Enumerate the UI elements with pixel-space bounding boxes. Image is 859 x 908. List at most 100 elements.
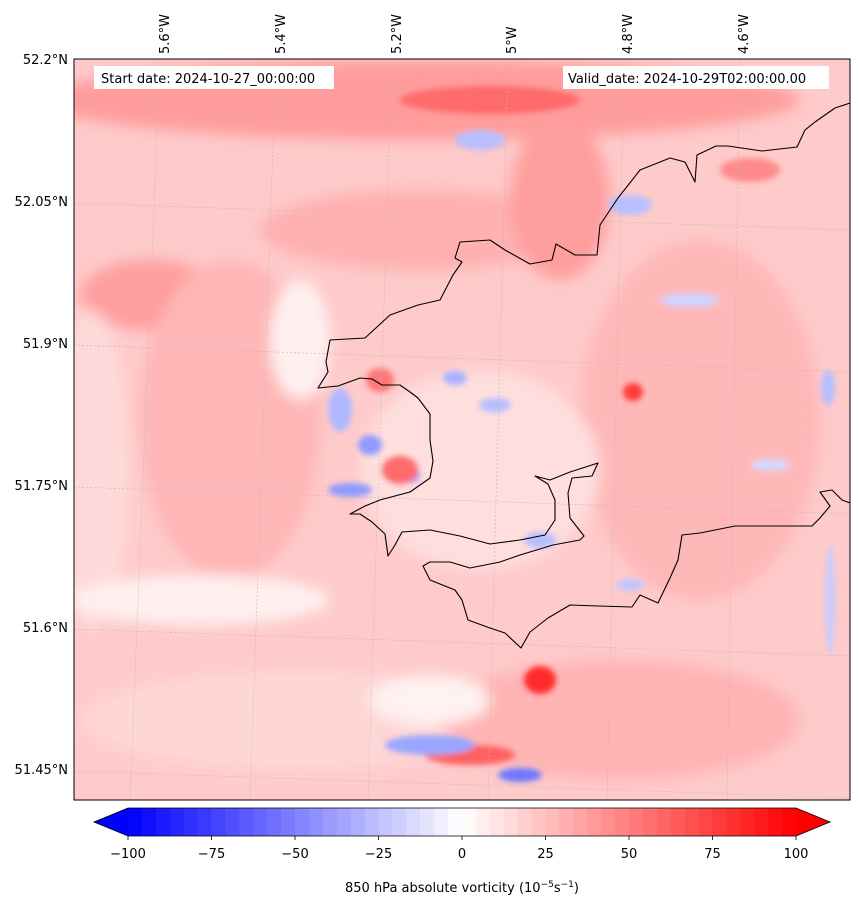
field-blob [328, 483, 372, 497]
colorbar-segment [336, 808, 352, 836]
field-blob [510, 120, 610, 280]
colorbar-segment [768, 808, 783, 836]
colorbar-segment [698, 808, 713, 836]
field-blob [608, 195, 652, 215]
colorbar-segment [726, 808, 741, 836]
colorbar-segment [545, 808, 560, 836]
field-blob [270, 280, 330, 400]
field-blob [370, 675, 490, 725]
field-blob [74, 310, 130, 630]
colorbar-segment [601, 808, 616, 836]
colorbar-segment [169, 808, 185, 836]
lat-tick-label: 51.6°N [23, 621, 68, 636]
vorticity-field: Start date: 2024-10-27_00:00:00 Valid_da… [74, 59, 850, 800]
colorbar-segment [253, 808, 268, 836]
lat-tick-label: 51.9°N [23, 337, 68, 352]
field-blob [260, 190, 580, 270]
colorbar-segment [740, 808, 755, 836]
colorbar-segment [642, 808, 658, 836]
colorbar-label-end: ) [574, 881, 579, 896]
colorbar-ticks: −100 −75 −50 −25 0 25 50 75 100 [110, 836, 808, 862]
field-blob [660, 293, 720, 307]
lon-tick-label: 5°W [505, 26, 520, 54]
lon-tick-label: 5.6°W [158, 14, 173, 54]
colorbar: −100 −75 −50 −25 0 25 50 75 100 850 hPa absolute… [92, 807, 832, 896]
colorbar-segment [531, 808, 546, 836]
colorbar-segment [587, 808, 602, 836]
field-blob [616, 579, 644, 591]
coastline [317, 102, 850, 649]
start-date-label: Start date: 2024-10-27_00:00:00 [101, 72, 315, 87]
valid-date-box [563, 66, 829, 89]
colorbar-segment [128, 808, 143, 836]
start-date-box [94, 66, 334, 89]
colorbar-segments [128, 808, 797, 836]
colorbar-tick-label: −100 [110, 847, 146, 862]
colorbar-segment [364, 808, 379, 836]
colorbar-segment [448, 808, 463, 836]
colorbar-segment [322, 808, 338, 836]
field-blob [366, 368, 394, 392]
field-blob [385, 735, 475, 755]
colorbar-segment [573, 808, 588, 836]
colorbar-segment [197, 808, 212, 836]
field-blob [328, 388, 352, 432]
field-blob [825, 545, 835, 655]
colorbar-segment [517, 808, 532, 836]
field-blob [479, 398, 511, 412]
colorbar-segment [281, 808, 296, 836]
colorbar-label-main: 850 hPa absolute vorticity (10 [345, 881, 541, 896]
colorbar-segment [225, 808, 240, 836]
map-frame [73, 58, 851, 801]
valid-date-label: Valid_date: 2024-10-29T02:00:00.00 [568, 72, 806, 87]
colorbar-segment [684, 808, 699, 836]
colorbar-segment [489, 808, 505, 836]
lat-tick-label: 52.2°N [23, 53, 68, 68]
colorbar-tick-label: 0 [458, 847, 466, 862]
colorbar-max-extend [796, 808, 830, 836]
colorbar-label: 850 hPa absolute vorticity (10−5s−1) [345, 880, 579, 896]
colorbar-segment [239, 808, 254, 836]
colorbar-segment [559, 808, 574, 836]
colorbar-segment [183, 808, 198, 836]
colorbar-tick-label: 50 [621, 847, 638, 862]
colorbar-segment [754, 808, 769, 836]
colorbar-tick-label: −50 [281, 847, 308, 862]
colorbar-segment [350, 808, 365, 836]
colorbar-label-mid: s [554, 881, 561, 896]
colorbar-segment [712, 808, 727, 836]
colorbar-segment [670, 808, 686, 836]
field-blob [524, 666, 556, 694]
colorbar-tick-label: −75 [198, 847, 225, 862]
colorbar-segment [141, 808, 157, 836]
colorbar-segment [420, 808, 435, 836]
colorbar-segment [782, 808, 797, 836]
colorbar-segment [615, 808, 630, 836]
lon-tick-label: 5.4°W [274, 14, 289, 54]
field-blob [74, 575, 330, 625]
colorbar-label-exp1: −5 [541, 880, 554, 890]
colorbar-segment [503, 808, 519, 836]
longitude-ticks: 5.6°W 5.4°W 5.2°W 5°W 4.8°W 4.6°W [158, 14, 752, 54]
colorbar-segment [155, 808, 171, 836]
lat-tick-label: 51.45°N [15, 763, 68, 778]
colorbar-segment [656, 808, 672, 836]
colorbar-segment [267, 808, 282, 836]
colorbar-label-exp2: −1 [561, 880, 574, 890]
field-blob [358, 435, 382, 455]
field-blob [455, 130, 505, 150]
colorbar-segment [308, 808, 324, 836]
colorbar-tick-label: −25 [365, 847, 392, 862]
colorbar-tick-label: 75 [704, 847, 721, 862]
lon-tick-label: 5.2°W [390, 14, 405, 54]
colorbar-segment [462, 808, 477, 836]
graticule [74, 59, 850, 800]
colorbar-segment [406, 808, 421, 836]
field-blob [498, 768, 542, 782]
colorbar-segment [211, 808, 226, 836]
field-blob [580, 240, 820, 600]
colorbar-segment [475, 808, 491, 836]
colorbar-tick-label: 25 [537, 847, 554, 862]
lon-tick-label: 4.6°W [737, 14, 752, 54]
colorbar-tick-label: 100 [784, 847, 809, 862]
